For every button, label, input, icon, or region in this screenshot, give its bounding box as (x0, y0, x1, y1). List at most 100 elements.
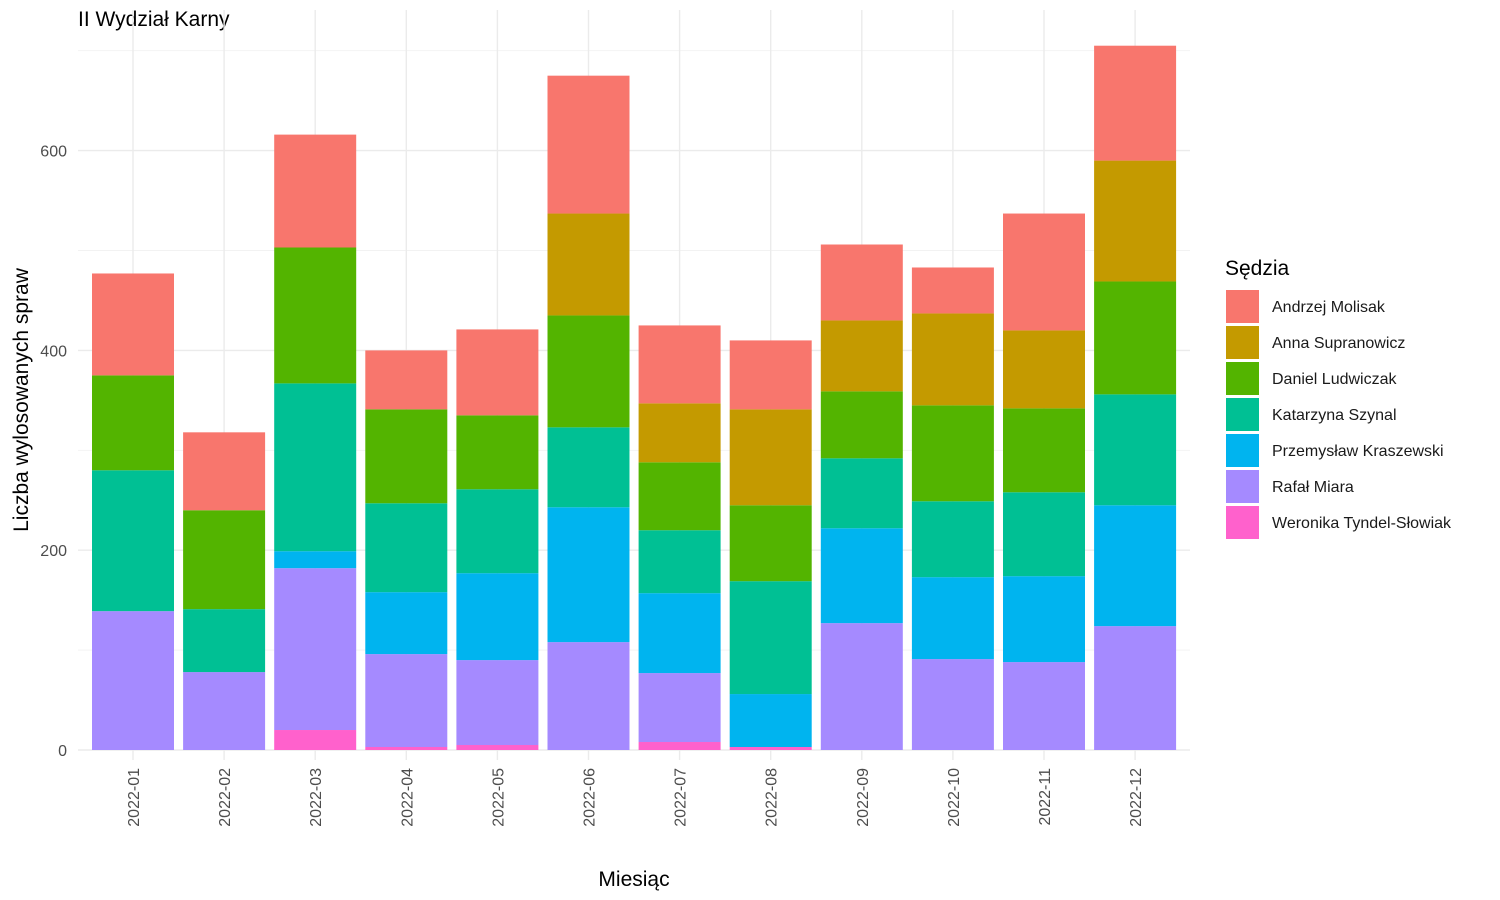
x-tick-label: 2022-01 (126, 768, 143, 827)
y-axis-ticks: 0 200 400 600 (40, 144, 67, 760)
legend-swatch (1226, 326, 1259, 359)
bar-segment (92, 273, 174, 376)
y-tick-label: 200 (40, 543, 67, 560)
chart-title: II Wydział Karny (78, 8, 230, 31)
x-tick-label: 2022-09 (855, 768, 872, 827)
bars (92, 45, 1177, 750)
bar-segment (547, 427, 630, 508)
bar-segment (274, 551, 357, 569)
legend-label: Przemysław Kraszewski (1272, 443, 1444, 460)
legend-swatch (1226, 362, 1259, 395)
bar-segment (638, 673, 721, 743)
legend-swatch (1226, 506, 1259, 539)
bar-segment (183, 672, 266, 750)
bar-segment (274, 134, 357, 248)
bar-segment (456, 745, 539, 750)
bar-segment (274, 568, 357, 731)
bar-segment (911, 267, 994, 314)
bar-segment (638, 325, 721, 404)
bar-segment (820, 391, 903, 459)
bar-segment (1003, 408, 1085, 493)
bar-segment (820, 320, 903, 392)
bar-segment (547, 315, 630, 428)
bar-segment (183, 510, 266, 610)
y-tick-label: 600 (40, 144, 67, 161)
x-tick-label: 2022-07 (673, 768, 690, 827)
bar-segment (365, 654, 448, 748)
bar-segment (365, 747, 448, 750)
legend-label: Anna Supranowicz (1272, 335, 1405, 352)
legend-swatch (1226, 398, 1259, 431)
bar-segment (729, 694, 812, 748)
bar-segment (547, 213, 630, 316)
bar-segment (1003, 576, 1085, 663)
bar-segment (729, 340, 812, 410)
bar-segment (911, 659, 994, 750)
legend: Sędzia Andrzej Molisak Anna Supranowicz Da… (1225, 257, 1452, 539)
bar-segment (820, 623, 903, 750)
legend-title: Sędzia (1225, 257, 1290, 280)
bar-segment (729, 581, 812, 695)
bar-segment (911, 405, 994, 502)
bar-segment (92, 375, 174, 471)
legend-label: Weronika Tyndel-Słowiak (1272, 515, 1452, 532)
x-tick-label: 2022-06 (582, 768, 599, 827)
bar-segment (456, 415, 539, 490)
x-axis-ticks: 2022-01 2022-02 2022-03 2022-04 2022-05 2022-… (126, 768, 1145, 827)
bar-segment (365, 350, 448, 410)
bar-segment (1094, 394, 1177, 506)
bar-segment (638, 462, 721, 531)
bar-segment (1094, 45, 1177, 161)
bar-segment (365, 409, 448, 504)
bar-segment (1094, 160, 1177, 282)
legend-label: Andrzej Molisak (1272, 299, 1386, 316)
x-tick-label: 2022-10 (946, 768, 963, 827)
x-tick-label: 2022-03 (308, 768, 325, 827)
bar-segment (183, 432, 266, 511)
legend-swatch (1226, 470, 1259, 503)
bar-segment (638, 403, 721, 463)
bar-segment (365, 592, 448, 655)
y-tick-label: 0 (58, 743, 67, 760)
bar-segment (1094, 281, 1177, 395)
bar-segment (638, 530, 721, 594)
y-axis-title: Liczba wylosowanych spraw (10, 267, 33, 532)
bar-segment (1094, 626, 1177, 750)
bar-segment (820, 244, 903, 321)
bar-segment (729, 747, 812, 750)
legend-label: Daniel Ludwiczak (1272, 371, 1398, 388)
bar-segment (911, 313, 994, 406)
legend-swatch (1226, 290, 1259, 323)
legend-label: Rafał Miara (1272, 479, 1354, 496)
bar-segment (547, 642, 630, 750)
bar-segment (729, 505, 812, 582)
bar-segment (638, 593, 721, 674)
bar-segment (820, 458, 903, 529)
bar-segment (729, 409, 812, 506)
bar-segment (1003, 330, 1085, 409)
bar-segment (911, 577, 994, 660)
bar-segment (638, 742, 721, 750)
bar-segment (1003, 492, 1085, 577)
bar-segment (183, 609, 266, 673)
x-tick-label: 2022-11 (1037, 768, 1054, 826)
x-tick-label: 2022-04 (399, 768, 416, 827)
x-tick-label: 2022-02 (217, 768, 234, 827)
bar-segment (820, 528, 903, 624)
x-tick-label: 2022-08 (764, 768, 781, 827)
bar-segment (456, 660, 539, 746)
y-tick-label: 400 (40, 343, 67, 360)
bar-segment (92, 611, 174, 750)
bar-segment (92, 470, 174, 612)
legend-label: Katarzyna Szynal (1272, 407, 1397, 424)
x-axis-title: Miesiąc (598, 868, 669, 891)
bar-segment (365, 503, 448, 593)
bar-segment (456, 489, 539, 574)
bar-segment (456, 573, 539, 661)
bar-segment (547, 507, 630, 643)
bar-segment (547, 75, 630, 214)
x-tick-label: 2022-05 (490, 768, 507, 827)
bar-segment (1094, 505, 1177, 627)
legend-swatch (1226, 434, 1259, 467)
